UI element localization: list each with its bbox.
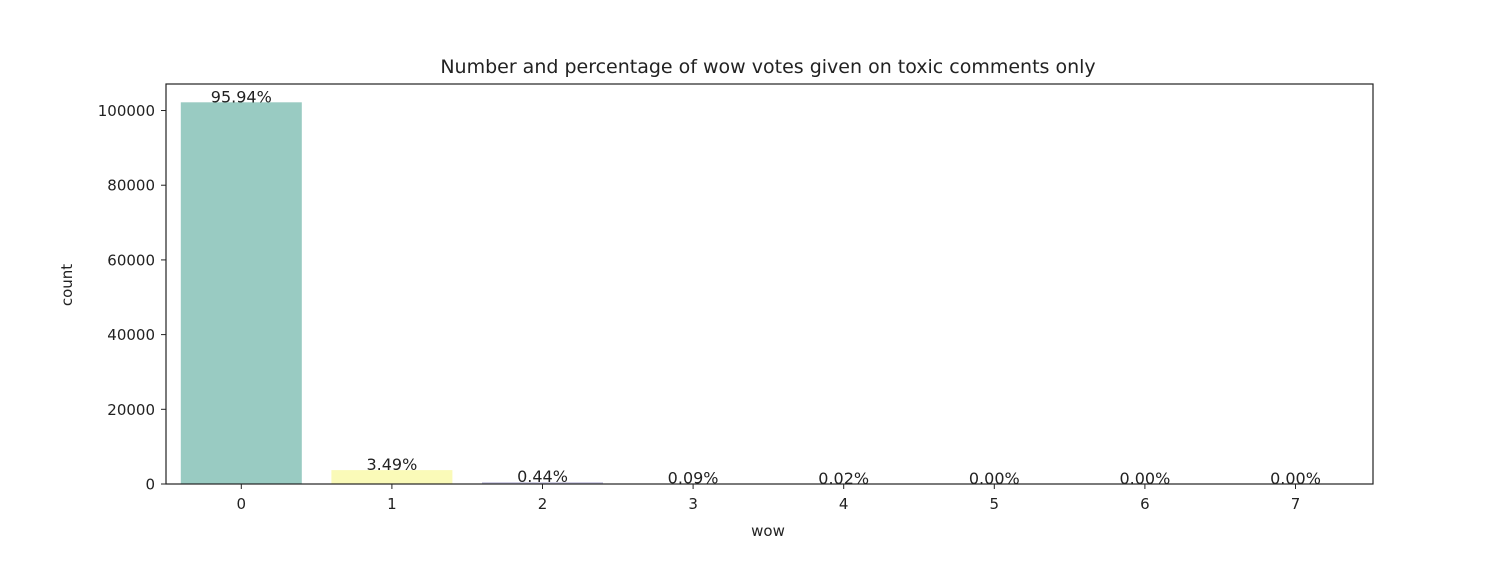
bar-2 — [482, 482, 603, 484]
bar-labels-group: 95.94% 3.49% 0.44% 0.09% 0.02% 0.00% 0.00% 0.00… — [211, 87, 1321, 488]
bar-1 — [331, 470, 453, 484]
y-axis-ticks: 0 20000 40000 60000 80000 100000 — [98, 102, 166, 494]
x-axis-ticks: 0 1 2 3 4 5 6 7 — [237, 484, 1301, 513]
bars-group — [180, 102, 1356, 484]
y-tick-label-60000: 60000 — [107, 251, 155, 269]
bar-label-0: 95.94% — [211, 87, 272, 106]
y-tick-label-100000: 100000 — [98, 102, 155, 120]
bar-label-6: 0.00% — [1119, 469, 1170, 488]
bar-label-3: 0.09% — [668, 469, 719, 488]
y-axis-label: count — [58, 264, 76, 306]
bar-0 — [180, 102, 302, 484]
plot-frame — [165, 83, 1374, 485]
bar-label-5: 0.00% — [969, 469, 1020, 488]
x-tick-label-5: 5 — [990, 495, 1000, 513]
y-tick-label-20000: 20000 — [107, 401, 155, 419]
bar-label-7: 0.00% — [1270, 469, 1321, 488]
x-tick-label-2: 2 — [538, 495, 548, 513]
x-tick-label-0: 0 — [237, 495, 247, 513]
y-tick-label-80000: 80000 — [107, 177, 155, 195]
x-tick-label-1: 1 — [387, 495, 397, 513]
y-tick-label-40000: 40000 — [107, 326, 155, 344]
chart-title: Number and percentage of wow votes given… — [440, 56, 1095, 78]
y-tick-label-0: 0 — [145, 476, 155, 494]
bar-label-2: 0.44% — [517, 467, 568, 486]
x-tick-label-3: 3 — [688, 495, 698, 513]
x-tick-label-7: 7 — [1291, 495, 1301, 513]
bar-label-4: 0.02% — [818, 469, 869, 488]
x-axis-label: wow — [751, 522, 785, 540]
x-tick-label-6: 6 — [1140, 495, 1150, 513]
x-tick-label-4: 4 — [839, 495, 849, 513]
bar-label-1: 3.49% — [366, 455, 417, 474]
